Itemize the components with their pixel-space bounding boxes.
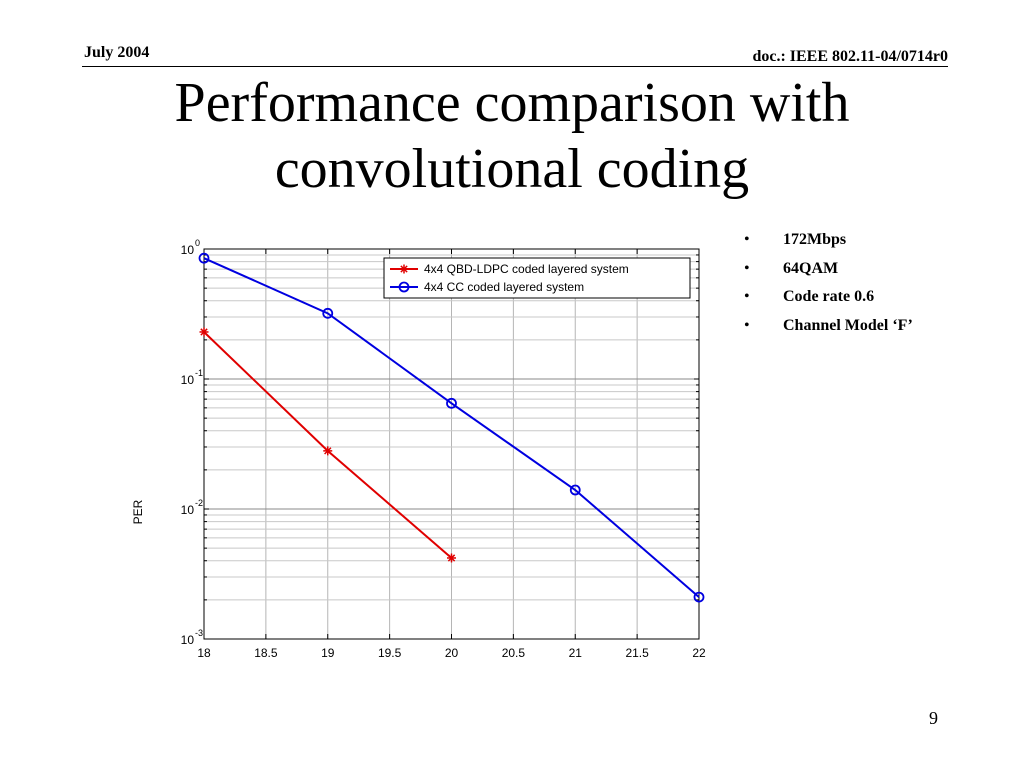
- star-marker-stroke: [200, 328, 208, 336]
- x-tick-label: 21: [569, 646, 583, 660]
- y-axis-label: PER: [131, 499, 145, 524]
- x-tick-label: 20.5: [502, 646, 526, 660]
- y-tick-label-exponent: -2: [195, 498, 203, 508]
- series-layer: [198, 252, 705, 603]
- y-tick-label-exponent: -1: [195, 368, 203, 378]
- legend-label: 4x4 QBD-LDPC coded layered system: [424, 262, 629, 276]
- y-tick-label-base: 10: [181, 373, 195, 387]
- bullet-item: Code rate 0.6: [744, 287, 913, 316]
- slide-title-line-2: convolutional coding: [274, 138, 750, 200]
- x-tick-label: 18: [197, 646, 211, 660]
- header-rule: [82, 66, 948, 67]
- y-tick-label-base: 10: [181, 503, 195, 517]
- circle-marker: [198, 252, 210, 264]
- x-tick-label: 19.5: [378, 646, 402, 660]
- y-tick-label-base: 10: [181, 243, 195, 257]
- slide-title: Performance comparison with convolutiona…: [0, 70, 1024, 202]
- star-marker: [399, 264, 409, 274]
- bullet-item: 64QAM: [744, 259, 913, 288]
- slide-title-line-1: Performance comparison with: [174, 72, 850, 134]
- star-marker-stroke: [324, 447, 332, 455]
- x-tick-label: 22: [692, 646, 706, 660]
- legend-box: [383, 257, 691, 299]
- circle-marker: [398, 281, 410, 293]
- header-date: July 2004: [84, 44, 150, 61]
- y-tick-label-exponent: 0: [195, 238, 200, 248]
- page-number: 9: [929, 708, 938, 728]
- x-tick-label: 18.5: [254, 646, 278, 660]
- star-marker: [323, 446, 333, 456]
- header-doc-id: doc.: IEEE 802.11-04/0714r0: [752, 48, 948, 65]
- x-tick-label: 19: [321, 646, 335, 660]
- circle-marker: [569, 484, 581, 496]
- star-marker-stroke: [447, 554, 456, 562]
- y-tick-label-exponent: -3: [195, 628, 203, 638]
- y-tick-label-base: 10: [181, 633, 195, 647]
- star-marker-stroke: [400, 265, 408, 273]
- x-axis-ticks: 18 18.5 19 19.5 20 20.5 21 21.5 22: [197, 249, 706, 660]
- chart-legend: 4x4 QBD-LDPC coded layered system 4x4 CC …: [383, 257, 691, 299]
- star-marker: [199, 327, 209, 337]
- circle-marker: [322, 307, 334, 319]
- legend-label: 4x4 CC coded layered system: [424, 280, 584, 294]
- series-line: [203, 257, 700, 598]
- x-tick-label: 21.5: [625, 646, 649, 660]
- bullet-item: 172Mbps: [744, 230, 913, 259]
- bullet-item: Channel Model ‘F’: [744, 316, 913, 345]
- star-marker: [447, 553, 456, 563]
- circle-marker: [446, 397, 457, 409]
- x-tick-label: 20: [445, 646, 459, 660]
- chart-grid: [203, 249, 700, 640]
- circle-marker: [693, 591, 705, 603]
- bullet-list: 172Mbps 64QAM Code rate 0.6 Channel Mode…: [744, 230, 913, 344]
